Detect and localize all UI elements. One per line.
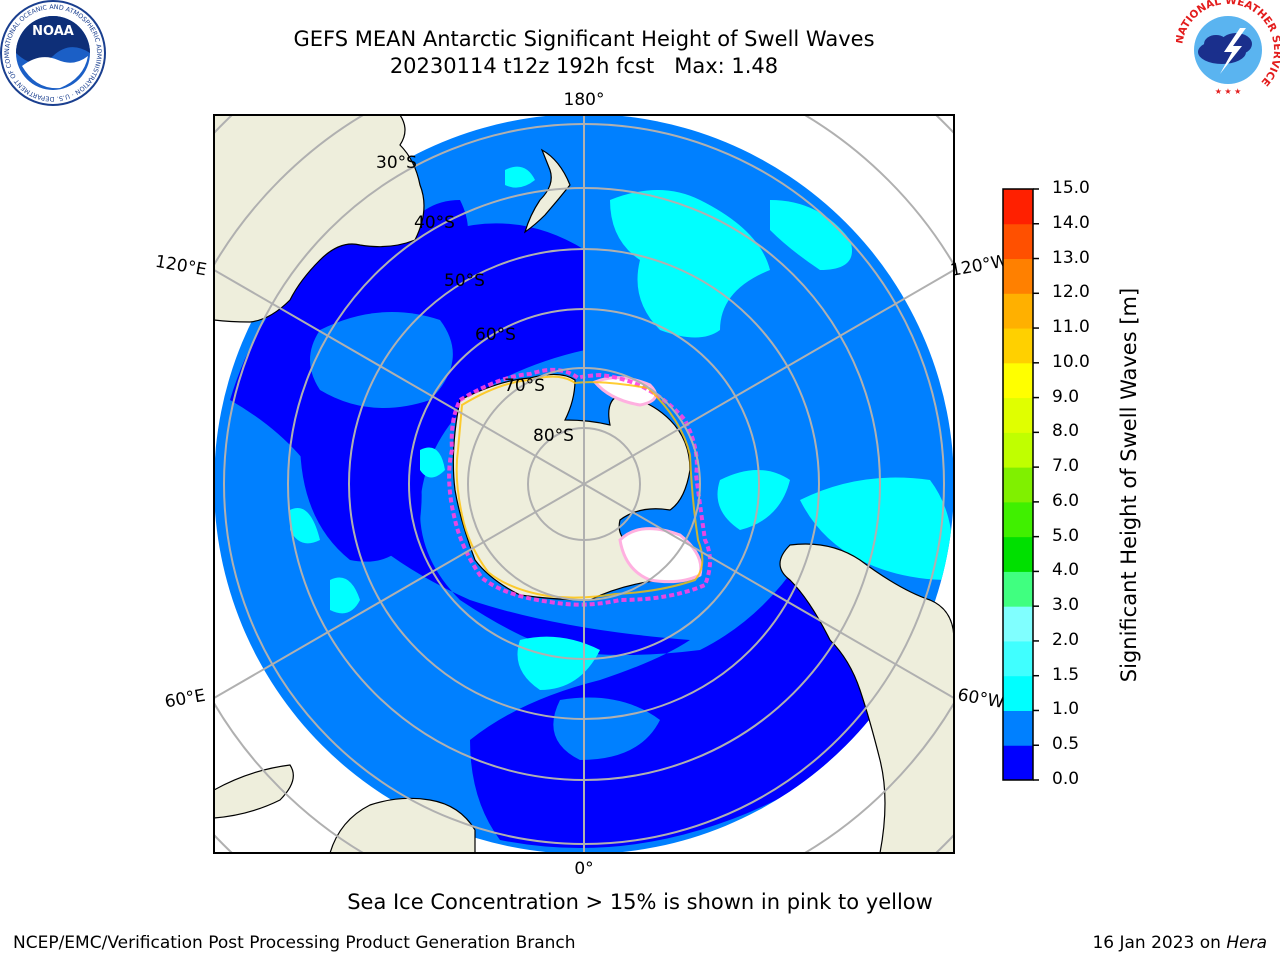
south-america-landmass (779, 543, 954, 853)
colorbar-segment (1003, 501, 1033, 538)
colorbar-tick-label: 9.0 (1052, 386, 1080, 407)
colorbar-tick-label: 0.0 (1052, 769, 1080, 789)
colorbar (1002, 188, 1039, 781)
noaa-logo-text: NOAA (32, 24, 74, 39)
lat-label-60s: 60°S (475, 325, 516, 345)
noaa-logo-icon: NATIONAL OCEANIC AND ATMOSPHERIC ADMINIS… (0, 0, 106, 106)
lat-label-70s: 70°S (504, 376, 545, 396)
colorbar-tick-label: 4.0 (1052, 560, 1080, 581)
map-frame (213, 114, 955, 854)
lon-label-60e: 60°E (163, 686, 207, 713)
colorbar-segment (1003, 640, 1033, 677)
colorbar-segment (1003, 606, 1033, 642)
date-text: 16 Jan 2023 on (1092, 933, 1221, 953)
colorbar-frame (1002, 188, 1034, 781)
colorbar-segment (1003, 432, 1033, 468)
colorbar-segment (1003, 258, 1033, 294)
national-weather-service-logo-icon: NATIONAL WEATHER SERVICE ★ ★ ★ (1176, 0, 1280, 99)
chart-title: GEFS MEAN Antarctic Significant Height o… (293, 27, 875, 51)
colorbar-tick-label: 12.0 (1052, 282, 1090, 303)
lon-label-120w: 120°W (949, 251, 1010, 281)
australia-landmass (214, 115, 425, 323)
lon-label-120e: 120°E (154, 252, 208, 281)
lon-label-60w: 60°W (956, 685, 1006, 713)
madagascar-landmass (214, 764, 294, 819)
colorbar-segment (1003, 328, 1033, 364)
sea-ice (447, 367, 712, 607)
colorbar-segment (1003, 536, 1033, 572)
colorbar-tick-label: 10.0 (1052, 351, 1090, 372)
svg-text:★ ★ ★: ★ ★ ★ (1215, 87, 1242, 96)
colorbar-tick-label: 1.5 (1052, 664, 1080, 685)
swell-cyan-region (517, 636, 600, 690)
lat-label-40s: 40°S (414, 213, 455, 233)
colorbar-tick-label: 7.0 (1052, 456, 1080, 477)
colorbar-segment (1003, 223, 1033, 260)
swell-cyan-region (290, 508, 320, 544)
colorbar-tick-label: 3.0 (1052, 595, 1080, 616)
lat-label-50s: 50°S (444, 271, 485, 291)
colorbar-segment (1003, 745, 1033, 781)
colorbar-tick-label: 5.0 (1052, 525, 1080, 546)
swell-cyan-region (505, 166, 535, 188)
colorbar-tick-label: 8.0 (1052, 421, 1080, 442)
colorbar-segment (1003, 189, 1033, 225)
swell-cyan-region (770, 200, 852, 270)
colorbar-segment (1003, 362, 1033, 399)
colorbar-tick-label: 15.0 (1052, 178, 1090, 198)
colorbar-tick-label: 6.0 (1052, 490, 1080, 511)
colorbar-tick-label: 11.0 (1052, 317, 1090, 338)
colorbar-tick-label: 14.0 (1052, 212, 1090, 233)
lat-label-80s: 80°S (533, 426, 574, 446)
graticule (214, 115, 954, 853)
credit-line: NCEP/EMC/Verification Post Processing Pr… (13, 933, 576, 953)
chart-subtitle: 20230114 t12z 192h fcst Max: 1.48 (389, 54, 779, 78)
colorbar-segment (1003, 710, 1033, 746)
colorbar-segment (1003, 571, 1033, 607)
swell-mid-region (310, 312, 453, 408)
colorbar-segment (1003, 467, 1033, 503)
africa-landmass (329, 797, 476, 853)
date-line: 16 Jan 2023 on Hera (1092, 933, 1267, 953)
lon-label-180: 180° (564, 90, 605, 110)
sea-ice-note: Sea Ice Concentration > 15% is shown in … (347, 890, 933, 914)
colorbar-segment (1003, 397, 1033, 433)
swell-cyan-region (420, 447, 445, 478)
colorbar-segment (1003, 675, 1033, 711)
swell-cyan-region (330, 577, 360, 614)
lat-label-30s: 30°S (376, 153, 417, 173)
land-masses (214, 115, 954, 853)
swell-cyan-region (717, 470, 790, 530)
colorbar-tick-label: 1.0 (1052, 699, 1080, 720)
system-name: Hera (1226, 933, 1267, 953)
colorbar-tick-label: 2.0 (1052, 629, 1080, 650)
colorbar-label: Significant Height of Swell Waves [m] (1117, 287, 1141, 683)
colorbar-segment (1003, 293, 1033, 329)
colorbar-tick-label: 0.5 (1052, 734, 1080, 755)
colorbar-tick-label: 13.0 (1052, 247, 1090, 268)
swell-low-region (300, 413, 422, 562)
lon-label-0: 0° (574, 859, 593, 879)
